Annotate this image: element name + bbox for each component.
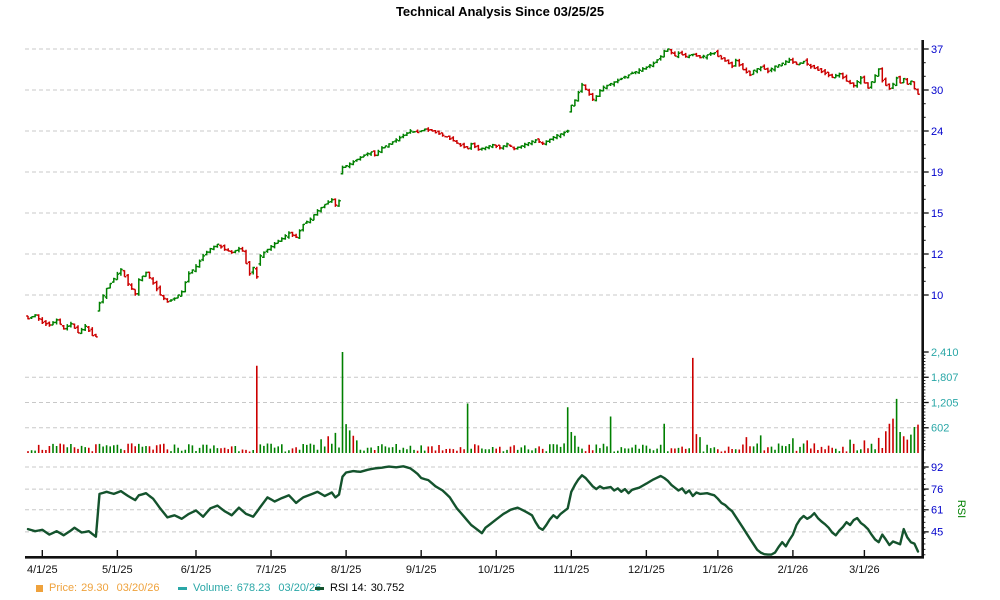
- month-tick-label: 9/1/25: [406, 564, 437, 576]
- price-up-bars: [29, 48, 913, 335]
- price-legend-value: 29.30: [81, 582, 109, 594]
- rsi-legend-value: 30.752: [370, 582, 405, 594]
- rsi-tick-label: 61: [931, 505, 943, 517]
- price-down-bars: [26, 49, 920, 338]
- legend: Price: 29.30 03/20/26 Volume: 678.23 03/20/2…: [0, 581, 1000, 597]
- rsi-tick-label: 45: [931, 527, 943, 539]
- month-tick-label: 5/1/25: [102, 564, 133, 576]
- rsi-legend: RSI 14: 30.752: [315, 581, 404, 595]
- month-tick-label: 11/1/25: [553, 564, 589, 576]
- bottom-axis: 4/1/25 5/1/25 6/1/25 7/1/25 8/1/25 9/1/25 10/1…: [25, 550, 924, 576]
- volume-legend-label: Volume:: [193, 582, 233, 594]
- volume-pane: [27, 352, 919, 453]
- month-tick-label: 4/1/25: [27, 564, 58, 576]
- volume-legend-date: 03/20/26: [278, 582, 322, 594]
- volume-tick-label: 1,807: [931, 372, 959, 384]
- volume-tick-label: 602: [931, 423, 949, 435]
- month-tick-label: 2/1/26: [778, 564, 809, 576]
- rsi-axis-labels: 92 76 61 45 RSI: [931, 462, 967, 539]
- month-tick-label: 1/1/26: [703, 564, 734, 576]
- price-tick-label: 15: [931, 208, 943, 220]
- rsi-tick-label: 92: [931, 462, 943, 474]
- price-tick-label: 37: [931, 44, 943, 56]
- price-tick-label: 19: [931, 167, 943, 179]
- month-tick-label: 12/1/25: [628, 564, 665, 576]
- volume-up-bars: [30, 352, 916, 453]
- price-tick-label: 24: [931, 126, 943, 138]
- volume-legend-value: 678.23: [236, 582, 271, 594]
- rsi-legend-label: RSI 14:: [330, 582, 367, 594]
- volume-tick-label: 1,205: [931, 397, 959, 409]
- price-legend: Price: 29.30 03/20/26: [36, 581, 159, 595]
- right-axis: [921, 40, 929, 558]
- volume-legend: Volume: 678.23 03/20/26: [178, 581, 321, 595]
- rsi-legend-dash-icon: [315, 586, 324, 590]
- price-legend-square-icon: [36, 584, 43, 592]
- price-axis-labels: 37 30 24 19 15 12 10: [931, 44, 943, 302]
- price-tick-label: 12: [931, 249, 943, 261]
- month-tick-label: 3/1/26: [849, 564, 880, 576]
- rsi-line: [26, 465, 920, 556]
- price-legend-date: 03/20/26: [116, 582, 160, 594]
- price-legend-label: Price:: [49, 582, 78, 594]
- price-tick-label: 30: [931, 85, 943, 97]
- volume-axis-labels: 2,410 1,807 1,205 602: [931, 347, 959, 435]
- rsi-tick-label: 76: [931, 484, 943, 496]
- price-tick-label: 10: [931, 290, 943, 302]
- rsi-pane: [26, 465, 920, 556]
- price-pane: [26, 48, 920, 338]
- volume-down-bars: [27, 357, 919, 453]
- volume-legend-dash-icon: [178, 586, 187, 590]
- month-tick-label: 7/1/25: [256, 564, 287, 576]
- rsi-axis-title: RSI: [955, 500, 967, 518]
- month-tick-label: 10/1/25: [478, 564, 515, 576]
- chart-title: Technical Analysis Since 03/25/25: [395, 4, 605, 19]
- volume-tick-label: 2,410: [931, 347, 959, 359]
- month-tick-label: 6/1/25: [181, 564, 212, 576]
- gridlines: [25, 48, 920, 533]
- month-tick-label: 8/1/25: [331, 564, 362, 576]
